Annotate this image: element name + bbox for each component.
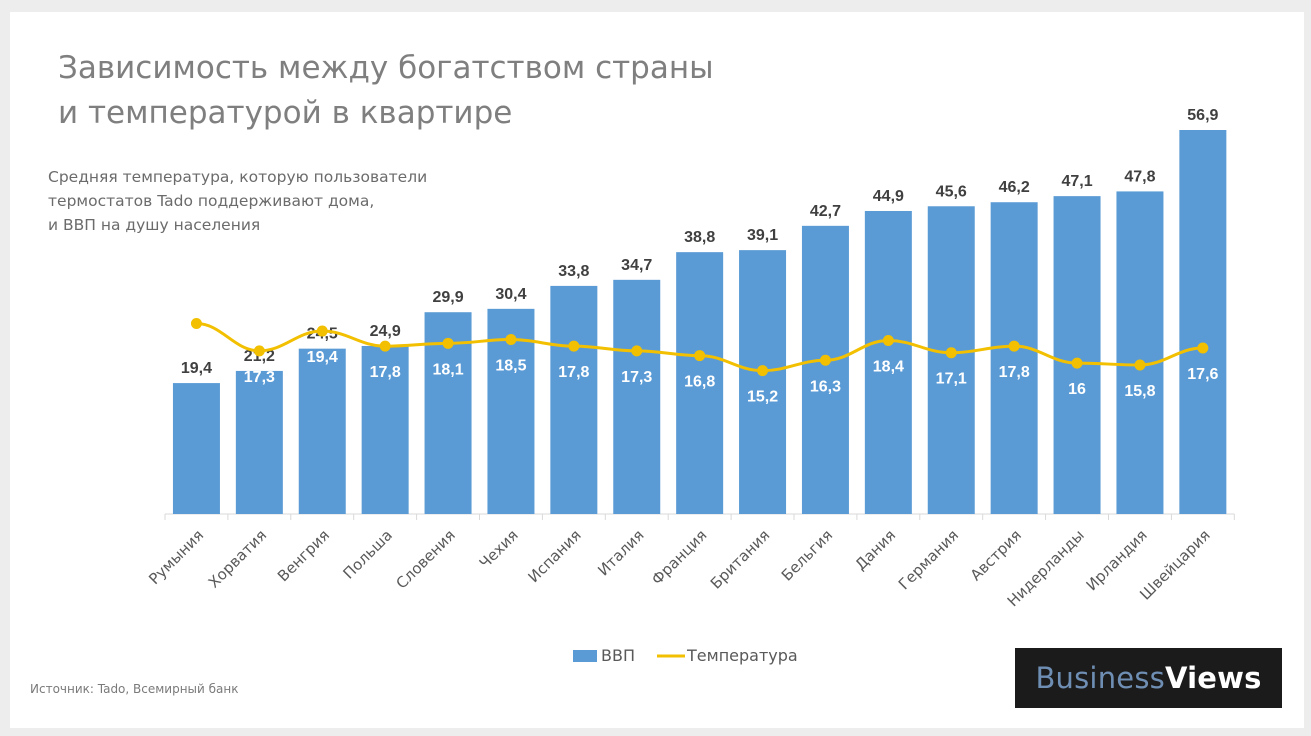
- bar-value-label: 46,2: [999, 179, 1030, 196]
- x-tick-label: Польша: [340, 526, 396, 582]
- source-note: Источник: Tado, Всемирный банк: [30, 682, 239, 696]
- x-tick-label: Франция: [648, 526, 711, 589]
- x-tick-label: Австрия: [967, 526, 1025, 584]
- temperature-point: [819, 354, 831, 366]
- title-line-2: и температурой в квартире: [58, 95, 513, 131]
- temperature-value-label: 15,8: [1124, 383, 1155, 400]
- businessviews-logo: Business Views: [1015, 648, 1282, 708]
- temperature-point: [1008, 340, 1020, 352]
- bar-gdp: [361, 345, 409, 514]
- temperature-point: [253, 345, 265, 357]
- temperature-point: [1071, 357, 1083, 369]
- chart-subtitle: Средняя температура, которую пользовател…: [48, 165, 427, 237]
- x-tick-label: Испания: [525, 526, 585, 586]
- bar-value-label: 47,1: [1061, 173, 1092, 190]
- bar-value-label: 21,2: [244, 348, 275, 365]
- subtitle-line-2: термостатов Tado поддерживают дома,: [48, 192, 375, 210]
- temperature-value-label: 18,5: [495, 358, 526, 375]
- bar-gdp: [739, 250, 787, 515]
- x-tick-label: Румыния: [145, 526, 207, 588]
- temperature-value-label: 17,3: [244, 369, 275, 386]
- temperature-point: [568, 340, 580, 352]
- bar-gdp: [550, 285, 598, 514]
- temperature-value-label: 17,8: [999, 364, 1030, 381]
- bar-gdp: [613, 279, 661, 514]
- bar-gdp: [1116, 191, 1164, 514]
- temperature-value-label: 17,8: [558, 364, 589, 381]
- temperature-value-label: 16,8: [684, 374, 715, 391]
- temperature-point: [1197, 342, 1209, 354]
- temperature-value-label: 18,1: [432, 361, 463, 378]
- bar-value-label: 47,8: [1124, 168, 1155, 185]
- legend-swatch-gdp: [573, 650, 597, 662]
- bar-value-label: 38,8: [684, 229, 715, 246]
- bar-gdp: [172, 383, 220, 514]
- x-tick-label: Германия: [895, 526, 962, 593]
- temperature-point: [505, 334, 517, 346]
- bar-value-label: 29,9: [432, 289, 463, 306]
- bar-value-label: 39,1: [747, 227, 778, 244]
- temperature-value-label: 17,6: [1187, 366, 1218, 383]
- chart-title: Зависимость между богатством страны и те…: [58, 46, 714, 136]
- bar-value-label: 19,4: [181, 360, 212, 377]
- temperature-point: [694, 350, 706, 362]
- bar-value-label: 24,9: [370, 323, 401, 340]
- x-tick-label: Бельгия: [778, 526, 836, 584]
- temperature-point: [316, 325, 328, 337]
- bar-gdp: [298, 348, 346, 514]
- bar-value-label: 34,7: [621, 257, 652, 274]
- x-tick-label: Хорватия: [205, 526, 270, 591]
- x-tick-label: Италия: [594, 526, 647, 579]
- x-tick-label: Венгрия: [274, 526, 333, 585]
- bar-value-label: 30,4: [495, 286, 526, 303]
- x-tick-label: Чехия: [476, 526, 522, 572]
- subtitle-line-3: и ВВП на душу населения: [48, 216, 261, 234]
- bar-gdp: [676, 252, 724, 515]
- logo-part-1: Business: [1035, 661, 1165, 695]
- bar-value-label: 44,9: [873, 188, 904, 205]
- temperature-point: [631, 345, 643, 357]
- temperature-value-label: 17,3: [621, 369, 652, 386]
- temperature-point: [945, 347, 957, 359]
- temperature-value-label: 20,2: [181, 342, 212, 359]
- temperature-point: [190, 318, 202, 330]
- temperature-value-label: 18,4: [873, 358, 904, 375]
- temperature-point: [757, 365, 769, 377]
- temperature-value-label: 17,1: [936, 371, 967, 388]
- bar-value-label: 56,9: [1187, 107, 1218, 124]
- logo-part-2: Views: [1164, 661, 1262, 695]
- x-tick-label: Словения: [392, 526, 458, 592]
- temperature-point: [882, 334, 894, 346]
- temperature-value-label: 16: [1068, 381, 1086, 398]
- bar-gdp: [1053, 196, 1101, 514]
- bar-value-label: 42,7: [810, 203, 841, 220]
- temperature-value-label: 16,3: [810, 378, 841, 395]
- x-tick-label: Британия: [707, 526, 774, 593]
- temperature-point: [442, 337, 454, 349]
- temperature-point: [379, 340, 391, 352]
- bar-value-label: 45,6: [936, 183, 967, 200]
- bar-gdp: [864, 210, 912, 514]
- x-tick-label: Дания: [851, 526, 899, 574]
- bar-gdp: [235, 370, 283, 514]
- bar-gdp: [927, 206, 975, 514]
- bar-gdp: [801, 225, 849, 514]
- legend-label-gdp: ВВП: [601, 646, 635, 665]
- x-tick-label: Ирландия: [1083, 526, 1151, 594]
- temperature-value-label: 15,2: [747, 389, 778, 406]
- temperature-point: [1134, 359, 1146, 371]
- bar-gdp: [990, 202, 1038, 515]
- subtitle-line-1: Средняя температура, которую пользовател…: [48, 168, 428, 186]
- temperature-value-label: 19,4: [307, 349, 338, 366]
- title-line-1: Зависимость между богатством страны: [58, 50, 714, 86]
- bar-value-label: 33,8: [558, 263, 589, 280]
- legend-label-temperature: Температура: [686, 646, 798, 665]
- bar-gdp: [1179, 130, 1227, 514]
- temperature-value-label: 17,8: [370, 364, 401, 381]
